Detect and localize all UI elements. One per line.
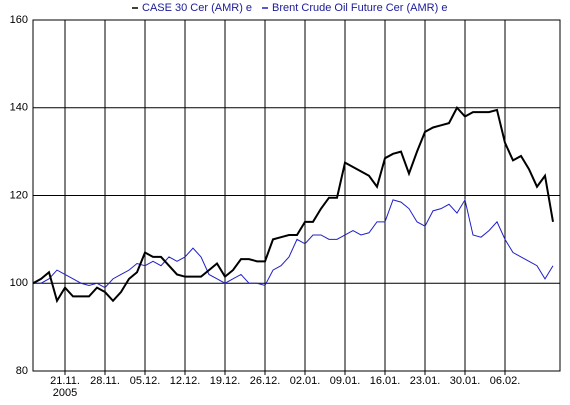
y-tick-label: 160 xyxy=(10,14,28,26)
y-tick-label: 140 xyxy=(10,102,28,114)
x-sublabel: 2005 xyxy=(53,387,77,399)
x-tick-label: 09.01. xyxy=(330,375,361,387)
y-tick-label: 80 xyxy=(16,365,28,377)
x-tick-label: 16.01. xyxy=(370,375,401,387)
x-tick-label: 26.12. xyxy=(250,375,281,387)
y-tick-label: 100 xyxy=(10,277,28,289)
x-tick-label: 30.01. xyxy=(450,375,481,387)
x-tick-label: 21.11. xyxy=(50,375,80,387)
x-tick-label: 23.01. xyxy=(410,375,441,387)
series-line xyxy=(32,106,554,304)
y-tick-label: 120 xyxy=(10,189,28,201)
plot-frame xyxy=(32,19,561,372)
legend-label: CASE 30 Cer (AMR) e xyxy=(142,2,252,14)
x-tick-label: 19.12. xyxy=(210,375,241,387)
x-tick-label: 28.11. xyxy=(90,375,120,387)
x-tick-label: 12.12. xyxy=(170,375,201,387)
series-line xyxy=(33,198,554,289)
x-tick-label: 06.02. xyxy=(490,375,521,387)
x-tick-label: 05.12. xyxy=(130,375,161,387)
legend-label: Brent Crude Oil Future Cer (AMR) e xyxy=(272,2,447,14)
x-tick-label: 02.01. xyxy=(290,375,321,387)
